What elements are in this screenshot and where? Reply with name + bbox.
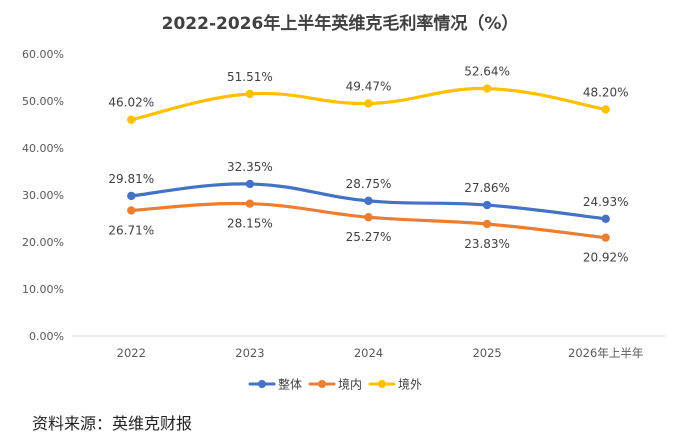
data-point [482, 219, 492, 229]
y-tick-label: 60.00% [22, 48, 64, 61]
x-tick-label: 2022 [117, 346, 146, 360]
data-point [127, 115, 136, 124]
y-tick-label: 30.00% [22, 189, 64, 202]
y-tick-label: 50.00% [22, 95, 64, 108]
series-2: 26.71% 28.15% 25.27% 23.83% 20.92% [108, 199, 629, 265]
data-point [482, 200, 492, 210]
data-label: 26.71% [108, 223, 154, 237]
data-point [482, 84, 492, 93]
data-point [245, 179, 255, 189]
data-label: 48.20% [583, 85, 629, 99]
legend-swatch-marker [258, 380, 266, 388]
data-label: 46.02% [108, 96, 154, 110]
y-tick-label: 0.00% [29, 330, 64, 343]
legend: 整体 境内 境外 [248, 377, 422, 392]
y-tick-label: 10.00% [22, 283, 64, 296]
data-point [127, 191, 136, 201]
data-label: 29.81% [108, 172, 154, 186]
y-tick-label: 20.00% [22, 236, 64, 249]
data-point [601, 233, 610, 242]
data-label: 52.64% [464, 65, 510, 79]
data-point [245, 89, 255, 99]
data-point [127, 206, 136, 215]
data-label: 28.75% [346, 177, 392, 191]
y-axis: 0.00% 10.00% 20.00% 30.00% 40.00% 50.00% 60.00… [22, 48, 64, 343]
legend-label: 境外 [398, 377, 422, 392]
data-point [364, 99, 373, 108]
x-tick-label: 2025 [472, 346, 501, 360]
data-point [364, 213, 373, 222]
legend-item: 境内 [308, 377, 362, 392]
chart-title: 2022-2026年上半年英维克毛利率情况（%） [162, 13, 519, 34]
legend-label: 境内 [338, 377, 362, 392]
data-label: 51.51% [227, 70, 273, 84]
data-label: 23.83% [464, 237, 510, 251]
x-tick-label: 2024 [354, 346, 383, 360]
x-tick-label: 2023 [235, 346, 264, 360]
legend-label: 整体 [278, 377, 302, 392]
x-axis: 2022 2023 2024 2025 2026年上半年 [72, 335, 665, 360]
y-tick-label: 40.00% [22, 142, 64, 155]
source-note: 资料来源：英维克财报 [32, 414, 193, 433]
data-label: 20.92% [583, 251, 629, 265]
data-label: 32.35% [227, 160, 273, 174]
data-point [245, 199, 255, 208]
data-label: 25.27% [346, 230, 392, 244]
legend-item: 境外 [368, 377, 422, 392]
series-1: 29.81% 32.35% 28.75% 27.86% 24.93% [108, 160, 629, 224]
series-layer: 29.81% 32.35% 28.75% 27.86% 24.93% 26.71% 28.1… [108, 65, 628, 265]
legend-swatch-marker [378, 380, 386, 388]
legend-swatch-marker [318, 380, 326, 388]
data-label: 27.86% [464, 181, 510, 195]
data-point [601, 214, 610, 224]
data-label: 28.15% [227, 217, 273, 231]
legend-item: 整体 [248, 377, 302, 392]
x-tick-label: 2026年上半年 [568, 346, 643, 360]
series-3: 46.02% 51.51% 49.47% 52.64% 48.20% [108, 65, 629, 124]
data-label: 49.47% [346, 79, 392, 93]
data-point [601, 105, 610, 114]
data-label: 24.93% [583, 195, 629, 209]
data-point [364, 196, 373, 206]
